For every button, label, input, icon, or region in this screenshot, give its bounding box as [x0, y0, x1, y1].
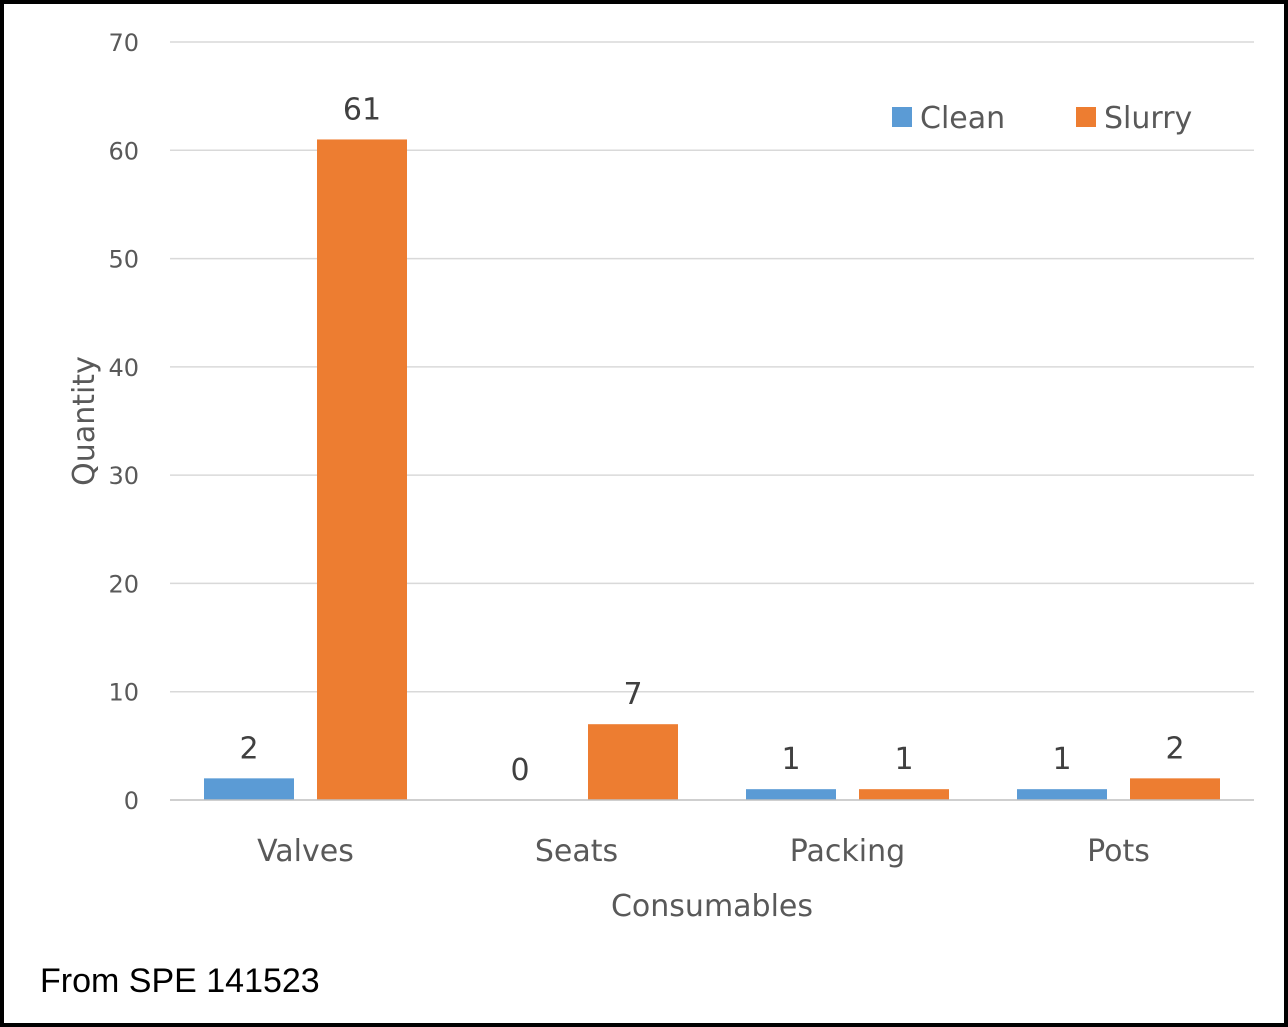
- y-tick-label-40: 40: [108, 354, 139, 382]
- bar-clean-pots: [1017, 789, 1107, 800]
- data-label-slurry-seats: 7: [623, 677, 642, 712]
- legend-swatch-slurry: [1076, 107, 1096, 127]
- y-tick-labels: 0 10 20 30 40 50 60 70: [108, 29, 139, 815]
- category-label-packing: Packing: [790, 834, 905, 869]
- category-labels: Valves Seats Packing Pots: [257, 834, 1150, 869]
- data-label-slurry-pots: 2: [1165, 731, 1184, 766]
- legend-label-clean: Clean: [920, 101, 1005, 136]
- y-tick-label-20: 20: [108, 570, 139, 598]
- bar-clean-packing: [746, 789, 836, 800]
- y-tick-label-50: 50: [108, 246, 139, 274]
- bar-slurry-seats: [588, 724, 678, 800]
- y-tick-label-30: 30: [108, 462, 139, 490]
- data-label-clean-seats: 0: [510, 753, 529, 788]
- y-axis-title: Quantity: [67, 356, 102, 486]
- data-label-clean-pots: 1: [1052, 742, 1071, 777]
- y-tick-label-0: 0: [124, 787, 139, 815]
- category-label-valves: Valves: [257, 834, 354, 869]
- source-note: From SPE 141523: [40, 962, 320, 1000]
- x-axis-title: Consumables: [611, 889, 813, 924]
- y-tick-label-10: 10: [108, 679, 139, 707]
- bar-slurry-packing: [859, 789, 949, 800]
- data-label-clean-valves: 2: [239, 731, 258, 766]
- data-label-slurry-packing: 1: [894, 742, 913, 777]
- bar-clean-valves: [204, 778, 294, 800]
- y-tick-label-60: 60: [108, 137, 139, 165]
- bar-slurry-valves: [317, 139, 407, 800]
- category-label-seats: Seats: [535, 834, 618, 869]
- data-label-clean-packing: 1: [781, 742, 800, 777]
- bars: [204, 139, 1220, 800]
- category-label-pots: Pots: [1087, 834, 1150, 869]
- legend: Clean Slurry: [892, 101, 1192, 136]
- data-label-slurry-valves: 61: [343, 92, 381, 127]
- y-tick-label-70: 70: [108, 29, 139, 57]
- legend-swatch-clean: [892, 107, 912, 127]
- bar-slurry-pots: [1130, 778, 1220, 800]
- legend-label-slurry: Slurry: [1104, 101, 1192, 136]
- data-labels: 2 0 1 1 61 7 1 2: [239, 92, 1184, 788]
